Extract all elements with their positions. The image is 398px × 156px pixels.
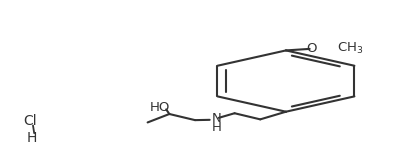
Text: H: H	[212, 121, 222, 134]
Text: Cl: Cl	[23, 114, 37, 128]
Text: HO: HO	[149, 101, 170, 114]
Text: N: N	[212, 112, 222, 125]
Text: H: H	[27, 131, 37, 145]
Text: CH$_3$: CH$_3$	[338, 41, 364, 56]
Text: O: O	[306, 42, 317, 55]
